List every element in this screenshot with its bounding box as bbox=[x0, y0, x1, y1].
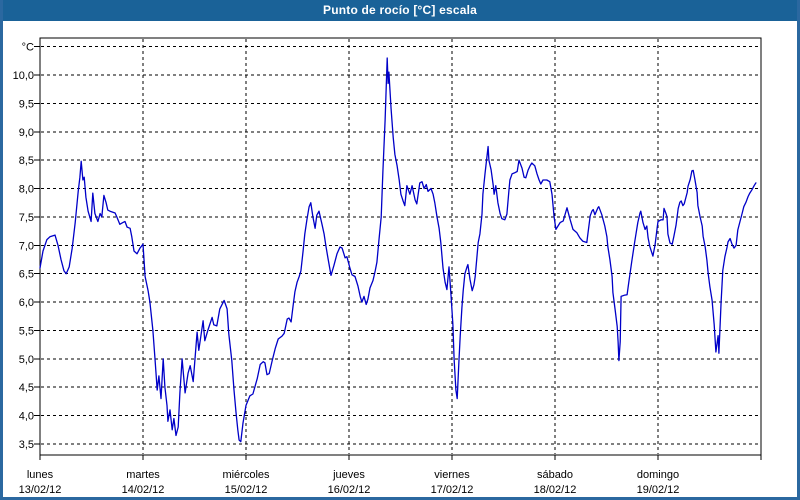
y-tick-label: 10,0 bbox=[13, 70, 34, 82]
y-tick-label: °C bbox=[22, 42, 34, 54]
x-day-label: sábado bbox=[537, 469, 573, 481]
x-date-label: 13/02/12 bbox=[19, 484, 62, 496]
x-date-label: 18/02/12 bbox=[534, 484, 577, 496]
y-tick-label: 4,5 bbox=[19, 382, 34, 394]
x-date-label: 14/02/12 bbox=[122, 484, 165, 496]
x-date-label: 19/02/12 bbox=[637, 484, 680, 496]
x-day-label: domingo bbox=[637, 469, 679, 481]
y-tick-label: 7,5 bbox=[19, 212, 34, 224]
window-title: Punto de rocío [°C] escala bbox=[322, 3, 478, 17]
title-bar: Punto de rocío [°C] escala bbox=[3, 0, 797, 21]
plot-area bbox=[39, 37, 762, 456]
y-tick-label: 8,0 bbox=[19, 184, 34, 196]
y-tick-label: 6,5 bbox=[19, 269, 34, 281]
y-tick-label: 8,5 bbox=[19, 155, 34, 167]
dew-point-chart: °C 10,0 9,5 9,0 8,5 8,0 7,5 7,0 6,5 6,0 5,5 5,0 4,5 4… bbox=[13, 37, 762, 496]
x-date-label: 15/02/12 bbox=[225, 484, 268, 496]
x-day-label: miércoles bbox=[222, 469, 270, 481]
x-date-label: 16/02/12 bbox=[328, 484, 371, 496]
y-tick-label: 4,0 bbox=[19, 411, 34, 423]
y-tick-label: 5,0 bbox=[19, 354, 34, 366]
x-day-label: lunes bbox=[27, 469, 54, 481]
y-tick-label: 3,5 bbox=[19, 439, 34, 451]
y-tick-label: 7,0 bbox=[19, 240, 34, 252]
y-tick-label: 6,0 bbox=[19, 297, 34, 309]
x-date-label: 17/02/12 bbox=[431, 484, 474, 496]
x-day-label: viernes bbox=[434, 469, 470, 481]
y-tick-label: 9,0 bbox=[19, 127, 34, 139]
x-day-label: jueves bbox=[332, 469, 365, 481]
y-tick-label: 9,5 bbox=[19, 98, 34, 110]
y-tick-label: 5,5 bbox=[19, 325, 34, 337]
x-day-label: martes bbox=[126, 469, 160, 481]
series-line bbox=[39, 57, 757, 443]
